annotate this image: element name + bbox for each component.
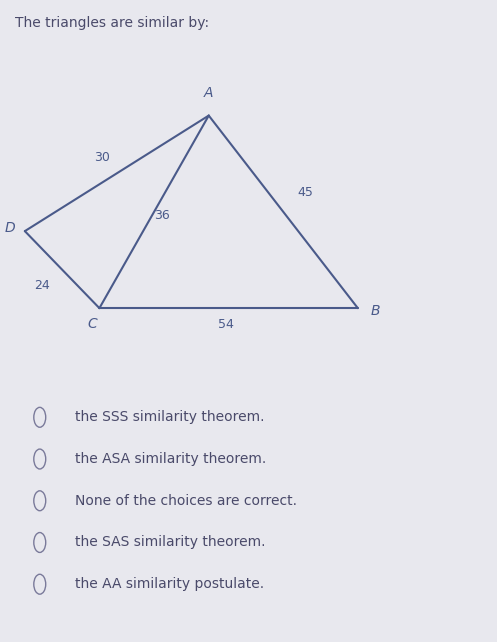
- Text: A: A: [204, 86, 214, 100]
- Text: 54: 54: [218, 318, 234, 331]
- Text: C: C: [87, 317, 97, 331]
- Text: 45: 45: [298, 186, 314, 199]
- Text: None of the choices are correct.: None of the choices are correct.: [75, 494, 297, 508]
- Text: the ASA similarity theorem.: the ASA similarity theorem.: [75, 452, 266, 466]
- Text: D: D: [4, 221, 15, 235]
- Text: B: B: [370, 304, 380, 318]
- Text: the AA similarity postulate.: the AA similarity postulate.: [75, 577, 264, 591]
- Text: 36: 36: [154, 209, 169, 221]
- Text: the SAS similarity theorem.: the SAS similarity theorem.: [75, 535, 265, 550]
- Text: 30: 30: [94, 151, 110, 164]
- Text: 24: 24: [34, 279, 50, 292]
- Text: the SSS similarity theorem.: the SSS similarity theorem.: [75, 410, 264, 424]
- Text: The triangles are similar by:: The triangles are similar by:: [15, 16, 209, 30]
